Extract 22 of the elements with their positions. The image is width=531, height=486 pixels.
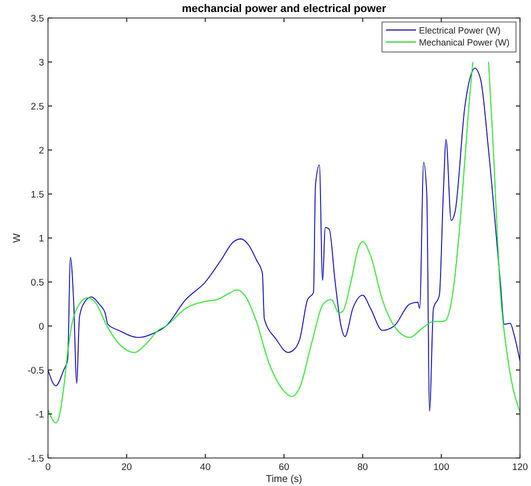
y-tick-label: -0.5 (28, 366, 44, 376)
y-axis-title: W (12, 232, 23, 243)
x-tick-label: 20 (121, 462, 132, 473)
x-axis-title: Time (s) (266, 474, 302, 485)
y-tick-label: 1.5 (30, 190, 44, 200)
y-tick-label: -1.5 (28, 454, 44, 464)
y-tick-label: 0.5 (30, 278, 44, 288)
y-tick-label: 2.5 (30, 102, 44, 112)
chart-title: mechancial power and electrical power (182, 3, 387, 15)
legend-label: Mechanical Power (W) (419, 38, 510, 48)
y-tick-label: 1 (38, 234, 44, 244)
y-tick-label: 2 (38, 146, 44, 156)
x-tick-label: 120 (512, 462, 528, 473)
x-tick-label: 40 (200, 462, 211, 473)
y-tick-label: -1 (36, 410, 44, 420)
y-tick-label: 0 (38, 322, 44, 332)
y-tick-label: 3.5 (30, 14, 44, 24)
x-tick-label: 60 (278, 462, 290, 473)
x-tick-label: 100 (433, 462, 450, 473)
legend-label: Electrical Power (W) (419, 26, 501, 36)
x-tick-label: 80 (357, 462, 368, 473)
y-tick-label: 3 (38, 58, 44, 68)
